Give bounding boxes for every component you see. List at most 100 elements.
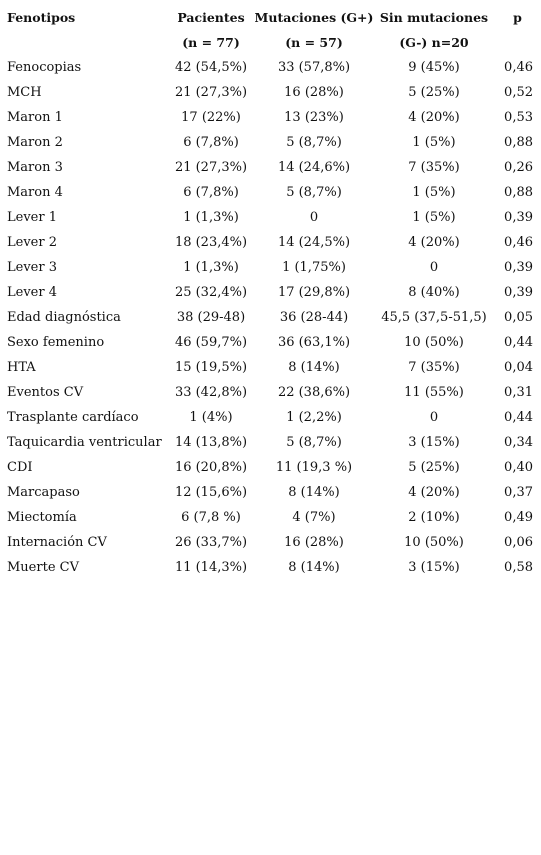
row-label: Sexo femenino (7, 335, 105, 350)
p-value-cell: 0,37 (504, 485, 533, 500)
mutaciones-cell: 11 (19,3 %) (275, 460, 353, 475)
sin-mutaciones-cell: 3 (15%) (408, 560, 460, 575)
pacientes-cell: 15 (19,5%) (174, 360, 248, 375)
sin-mutaciones-cell: 5 (25%) (408, 85, 460, 100)
row-label: CDI (7, 460, 33, 475)
sin-mutaciones-cell: 7 (35%) (408, 360, 460, 375)
pacientes-cell: 1 (4%) (189, 410, 233, 425)
p-value-cell: 0,39 (504, 260, 533, 275)
pacientes-cell: 11 (14,3%) (174, 560, 248, 575)
table-header: Fenotipos Pacientes Mutaciones (G+) Sin … (0, 5, 541, 55)
row-label: Eventos CV (7, 385, 84, 400)
row-label: Lever 4 (7, 285, 57, 300)
header-mutaciones: Mutaciones (G+) (254, 10, 374, 25)
p-value-cell: 0,39 (504, 285, 533, 300)
pacientes-cell: 21 (27,3%) (174, 85, 248, 100)
table-row: Sexo femenino 46 (59,7%) 36 (63,1%) 10 (50%… (0, 330, 541, 355)
pacientes-cell: 6 (7,8 %) (181, 510, 241, 525)
header-pacientes: Pacientes (177, 10, 245, 25)
p-value-cell: 0,52 (504, 85, 533, 100)
sin-mutaciones-cell: 7 (35%) (408, 160, 460, 175)
p-value-cell: 0,58 (504, 560, 533, 575)
mutaciones-cell: 33 (57,8%) (277, 60, 351, 75)
mutaciones-cell: 5 (8,7%) (286, 435, 342, 450)
pacientes-cell: 33 (42,8%) (174, 385, 248, 400)
row-label: Lever 1 (7, 210, 57, 225)
sin-mutaciones-cell: 1 (5%) (412, 210, 456, 225)
pacientes-cell: 1 (1,3%) (183, 210, 239, 225)
p-value-cell: 0,26 (504, 160, 533, 175)
sin-mutaciones-cell: 11 (55%) (404, 385, 464, 400)
pacientes-cell: 25 (32,4%) (174, 285, 248, 300)
row-label: HTA (7, 360, 36, 375)
table-row: Internación CV 26 (33,7%) 16 (28%) 10 (50%)… (0, 530, 541, 555)
sin-mutaciones-cell: 0 (429, 260, 439, 275)
pacientes-cell: 17 (22%) (181, 110, 241, 125)
sin-mutaciones-cell: 10 (50%) (404, 335, 464, 350)
row-label: Taquicardia ventricular (7, 435, 162, 450)
mutaciones-cell: 13 (23%) (284, 110, 344, 125)
p-value-cell: 0,06 (504, 535, 533, 550)
pacientes-cell: 46 (59,7%) (174, 335, 248, 350)
table-row: Muerte CV 11 (14,3%) 8 (14%) 3 (15%) 0,58 (0, 555, 541, 580)
pacientes-cell: 1 (1,3%) (183, 260, 239, 275)
sin-mutaciones-cell: 5 (25%) (408, 460, 460, 475)
table-row: MCH 21 (27,3%) 16 (28%) 5 (25%) 0,52 (0, 80, 541, 105)
header-p-value: p (513, 10, 522, 25)
p-value-cell: 0,39 (504, 210, 533, 225)
mutaciones-cell: 5 (8,7%) (286, 185, 342, 200)
table-row: Miectomía 6 (7,8 %) 4 (7%) 2 (10%) 0,49 (0, 505, 541, 530)
sin-mutaciones-cell: 4 (20%) (408, 485, 460, 500)
mutaciones-cell: 4 (7%) (292, 510, 336, 525)
sin-mutaciones-cell: 4 (20%) (408, 235, 460, 250)
sin-mutaciones-cell: 45,5 (37,5-51,5) (381, 310, 487, 325)
table-row: Eventos CV 33 (42,8%) 22 (38,6%) 11 (55%) 0,… (0, 380, 541, 405)
mutaciones-cell: 14 (24,5%) (277, 235, 351, 250)
p-value-cell: 0,53 (504, 110, 533, 125)
sin-mutaciones-cell: 2 (10%) (408, 510, 460, 525)
mutaciones-cell: 16 (28%) (284, 85, 344, 100)
mutaciones-cell: 8 (14%) (288, 485, 340, 500)
table-row: Lever 4 25 (32,4%) 17 (29,8%) 8 (40%) 0,39 (0, 280, 541, 305)
sin-mutaciones-cell: 3 (15%) (408, 435, 460, 450)
row-label: Muerte CV (7, 560, 79, 575)
table-row: Maron 2 6 (7,8%) 5 (8,7%) 1 (5%) 0,88 (0, 130, 541, 155)
pacientes-cell: 6 (7,8%) (183, 185, 239, 200)
pacientes-cell: 42 (54,5%) (174, 60, 248, 75)
row-label: Maron 3 (7, 160, 63, 175)
table-row: Maron 3 21 (27,3%) 14 (24,6%) 7 (35%) 0,26 (0, 155, 541, 180)
row-label: MCH (7, 85, 42, 100)
p-value-cell: 0,31 (504, 385, 533, 400)
p-value-cell: 0,44 (504, 335, 533, 350)
p-value-cell: 0,44 (504, 410, 533, 425)
table-row: HTA 15 (19,5%) 8 (14%) 7 (35%) 0,04 (0, 355, 541, 380)
mutaciones-cell: 1 (2,2%) (286, 410, 342, 425)
table-row: Marcapaso 12 (15,6%) 8 (14%) 4 (20%) 0,37 (0, 480, 541, 505)
row-label: Lever 2 (7, 235, 57, 250)
pacientes-cell: 6 (7,8%) (183, 135, 239, 150)
p-value-cell: 0,05 (504, 310, 533, 325)
mutaciones-cell: 0 (309, 210, 319, 225)
pacientes-cell: 21 (27,3%) (174, 160, 248, 175)
table-row: Taquicardia ventricular 14 (13,8%) 5 (8,7%… (0, 430, 541, 455)
table-row: CDI 16 (20,8%) 11 (19,3 %) 5 (25%) 0,40 (0, 455, 541, 480)
row-label: Trasplante cardíaco (7, 410, 139, 425)
pacientes-cell: 16 (20,8%) (174, 460, 248, 475)
row-label: Edad diagnóstica (7, 310, 121, 325)
mutaciones-cell: 22 (38,6%) (277, 385, 351, 400)
header-row: Fenotipos Pacientes Mutaciones (G+) Sin … (0, 5, 541, 30)
p-value-cell: 0,46 (504, 235, 533, 250)
mutaciones-cell: 36 (28-44) (279, 310, 349, 325)
header-sub-blank (0, 30, 168, 55)
p-value-cell: 0,49 (504, 510, 533, 525)
table-row: Maron 1 17 (22%) 13 (23%) 4 (20%) 0,53 (0, 105, 541, 130)
row-label: Lever 3 (7, 260, 57, 275)
mutaciones-cell: 5 (8,7%) (286, 135, 342, 150)
table-row: Fenocopias 42 (54,5%) 33 (57,8%) 9 (45%) 0,4… (0, 55, 541, 80)
header-n-pacientes: (n = 77) (182, 35, 240, 50)
row-label: Maron 4 (7, 185, 63, 200)
header-subrow: (n = 77) (n = 57) (G-) n=20 (0, 30, 541, 55)
mutaciones-cell: 8 (14%) (288, 560, 340, 575)
header-n-mutaciones: (n = 57) (285, 35, 343, 50)
row-label: Internación CV (7, 535, 107, 550)
